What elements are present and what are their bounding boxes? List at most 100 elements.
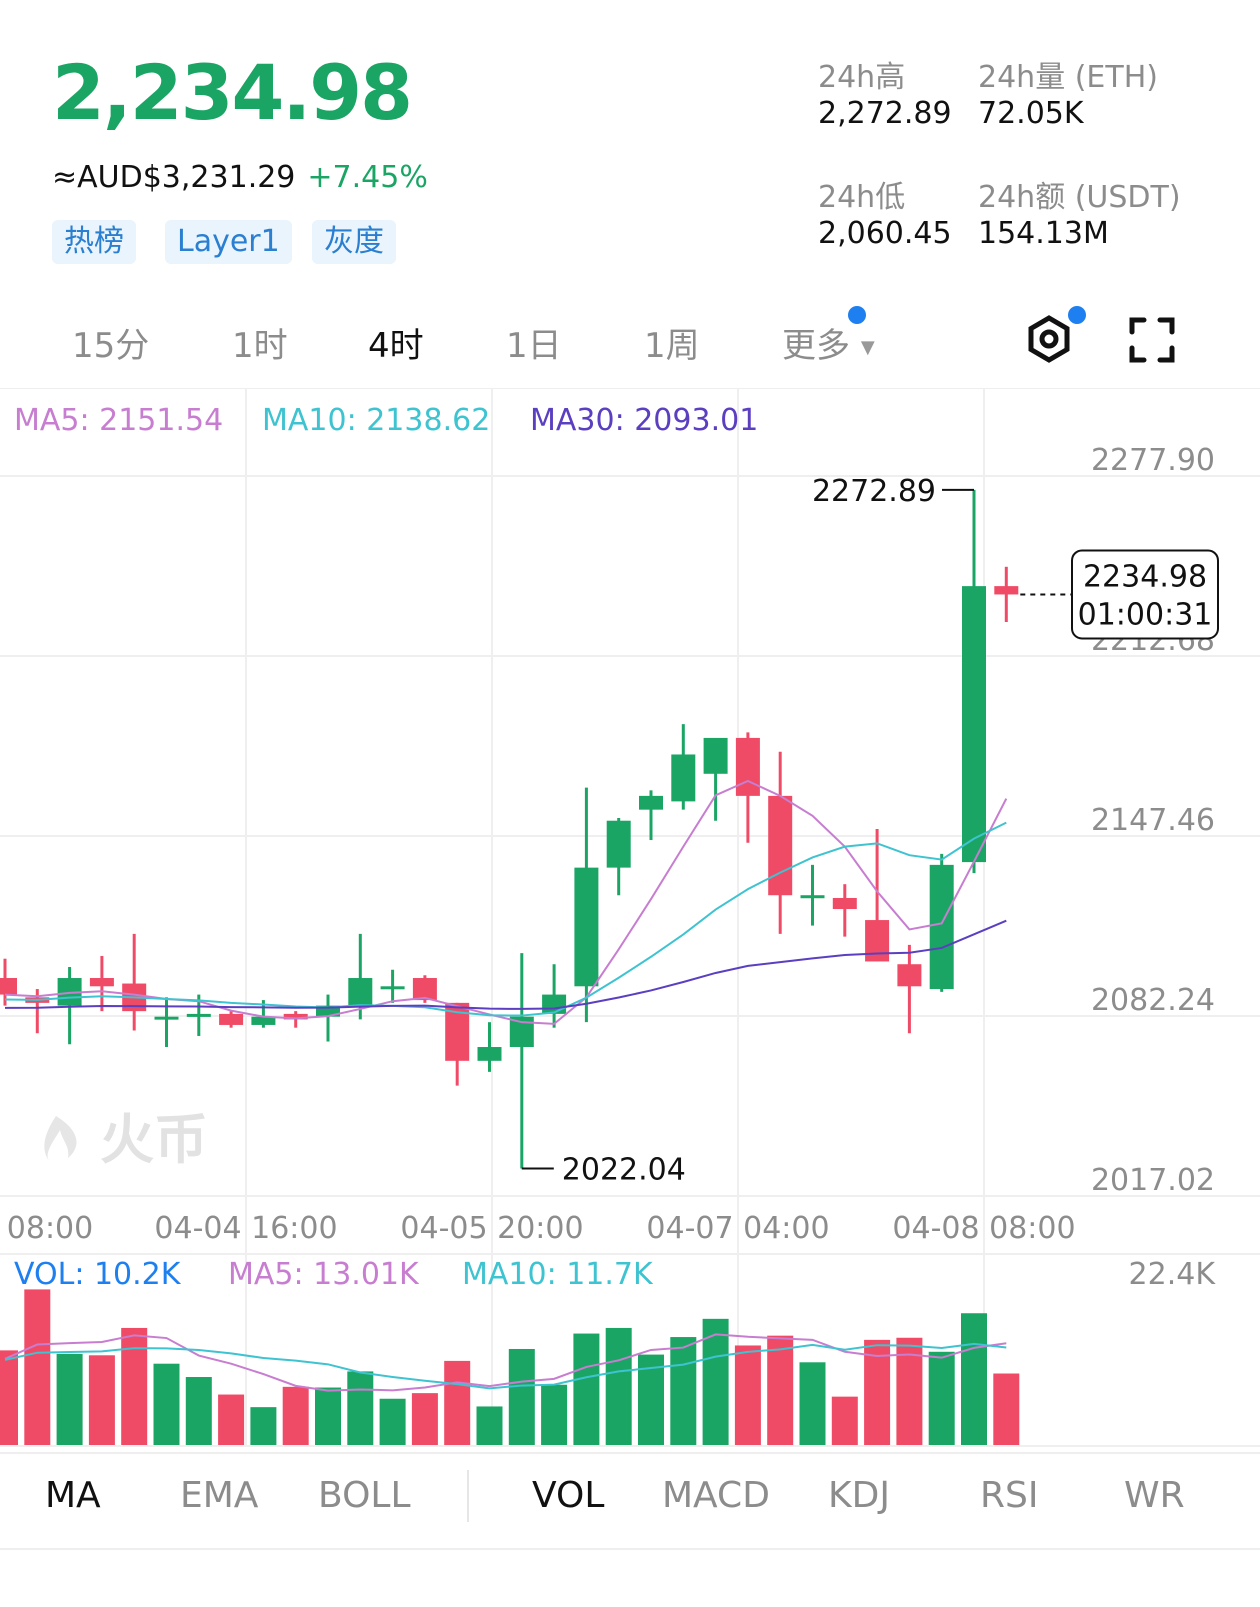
candles: [0, 489, 1019, 1169]
indicator-kdj[interactable]: KDJ: [828, 1475, 890, 1516]
indicator-boll[interactable]: BOLL: [318, 1475, 411, 1516]
high-marker: 2272.89: [812, 474, 974, 509]
indicator-vol[interactable]: VOL: [532, 1475, 605, 1516]
tag-hot[interactable]: 热榜: [52, 220, 136, 264]
settings-notification-dot: [1068, 306, 1086, 324]
volume-bar: [993, 1373, 1020, 1445]
stat-amount-label: 24h额 (USDT): [978, 180, 1181, 215]
candle-body: [832, 897, 857, 910]
candle-body: [703, 737, 728, 774]
chevron-down-icon: ▼: [860, 337, 875, 358]
volume-axis-max: 22.4K: [1129, 1257, 1217, 1292]
stat-high-label: 24h高: [818, 60, 906, 95]
indicator-macd[interactable]: MACD: [662, 1475, 770, 1516]
volume-bar: [185, 1377, 212, 1445]
legend-vol-ma5: MA5: 13.01K: [228, 1257, 420, 1292]
tab-4h[interactable]: 4时: [368, 326, 424, 366]
tab-more[interactable]: 更多 ▼: [782, 318, 875, 367]
last-price: 2,234.98: [52, 48, 413, 137]
candle-body: [219, 1013, 244, 1025]
volume-bar: [121, 1327, 148, 1445]
ma30-line: [4, 919, 1007, 1010]
volume-bar: [476, 1406, 503, 1445]
tab-1w[interactable]: 1周: [644, 326, 700, 366]
time-axis-label: 04-04 16:00: [154, 1211, 337, 1246]
more-notification-dot: [848, 306, 866, 324]
volume-bar: [541, 1384, 568, 1445]
low-marker: 2022.04: [521, 1152, 686, 1187]
volume-bar: [315, 1387, 341, 1445]
high-marker-label: 2272.89: [812, 474, 936, 509]
indicator-divider: [0, 1452, 1260, 1454]
price-axis: 2277.90 2212.68 2147.46 2082.24 2017.02: [1091, 443, 1215, 1198]
settings-icon[interactable]: [1024, 314, 1074, 368]
candle-body: [412, 978, 437, 1001]
ma-lines: [4, 779, 1008, 1025]
indicator-rsi[interactable]: RSI: [980, 1475, 1039, 1516]
candle-body: [929, 864, 954, 990]
volume-bar: [767, 1335, 794, 1445]
candle-body: [865, 920, 890, 962]
indicator-separator: [467, 1470, 469, 1522]
volume-ma-lines: [4, 1333, 1007, 1392]
volume-bar: [250, 1407, 277, 1445]
bottom-divider: [0, 1548, 1260, 1550]
stat-volume-label: 24h量 (ETH): [978, 60, 1158, 95]
time-axis-label: 04-08 08:00: [892, 1211, 1075, 1246]
stat-amount-value: 154.13M: [978, 216, 1109, 251]
fiat-price: ≈AUD$3,231.29: [52, 160, 296, 195]
watermark-flame-icon: [44, 1116, 77, 1162]
tab-15m[interactable]: 15分: [72, 326, 150, 366]
price-change-percent: +7.45%: [307, 160, 428, 195]
volume-bar: [88, 1355, 115, 1445]
watermark: 火币: [100, 1108, 208, 1171]
candle-body: [962, 586, 986, 863]
volume-bar: [24, 1289, 51, 1445]
volume-bar: [347, 1371, 374, 1445]
volume-bar: [379, 1398, 406, 1445]
candle-body: [574, 867, 599, 987]
fullscreen-icon[interactable]: [1128, 316, 1176, 368]
volume-bar: [56, 1353, 83, 1445]
time-axis: 08:00 04-04 16:00 04-05 20:00 04-07 04:0…: [7, 1211, 1076, 1246]
volume-bar: [799, 1362, 826, 1445]
candle-body: [542, 994, 567, 1014]
volume-bar: [508, 1348, 535, 1445]
kline-chart[interactable]: MA5: 2151.54 MA10: 2138.62 MA30: 2093.01…: [0, 388, 1260, 1458]
candle-body: [380, 986, 405, 990]
candle-body: [251, 1016, 276, 1025]
candle-body: [768, 795, 793, 896]
legend-ma10: MA10: 2138.62: [262, 403, 490, 438]
tab-1h[interactable]: 1时: [232, 326, 288, 366]
candle-body: [897, 964, 922, 987]
price-axis-label: 2277.90: [1091, 443, 1215, 478]
tab-more-label: 更多: [782, 326, 850, 366]
indicator-ma[interactable]: MA: [45, 1475, 101, 1516]
stat-low-label: 24h低: [818, 180, 906, 215]
stat-low-value: 2,060.45: [818, 216, 952, 251]
indicator-ema[interactable]: EMA: [180, 1475, 259, 1516]
tag-grayscale[interactable]: 灰度: [312, 220, 396, 264]
time-axis-label: 08:00: [7, 1211, 93, 1246]
candle-body: [186, 1013, 211, 1017]
low-marker-label: 2022.04: [562, 1152, 686, 1187]
indicator-wr[interactable]: WR: [1124, 1475, 1185, 1516]
tag-layer1[interactable]: Layer1: [165, 220, 292, 264]
last-price-box: 2234.98 01:00:31: [1071, 549, 1219, 640]
candle-body: [283, 1013, 308, 1020]
stat-high-value: 2,272.89: [818, 96, 952, 131]
candle-body: [671, 754, 696, 802]
candle-body: [800, 895, 825, 899]
volume-bar: [734, 1345, 761, 1445]
volume-bar: [153, 1363, 180, 1445]
candle-body: [154, 1016, 179, 1020]
candle-body: [89, 978, 114, 987]
volume-bar: [282, 1386, 309, 1445]
tab-1d[interactable]: 1日: [506, 326, 562, 366]
candle-body: [348, 978, 373, 1006]
volume-bar: [831, 1396, 858, 1445]
candle-body: [606, 820, 631, 868]
vol-ma10-line: [4, 1342, 1007, 1390]
candle-body: [0, 978, 17, 995]
volume-bar: [218, 1394, 245, 1445]
